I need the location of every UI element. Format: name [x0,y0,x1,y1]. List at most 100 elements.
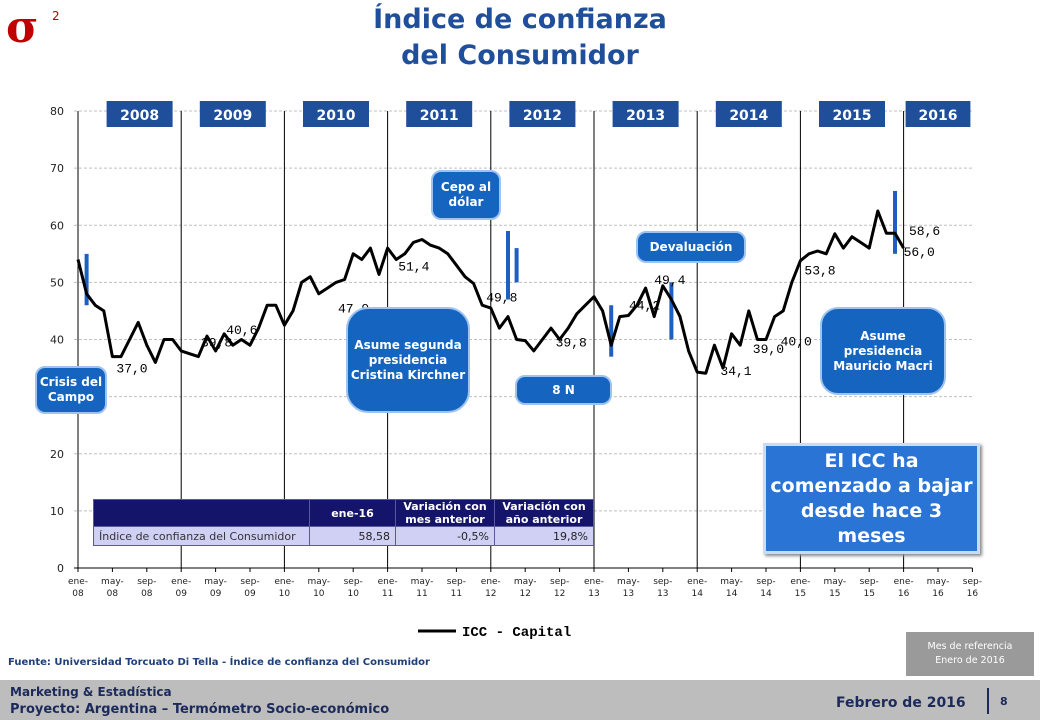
x-tick-label: 09 [244,589,256,599]
data-label: 53,8 [804,264,835,279]
x-tick-label: may- [823,577,846,587]
x-tick-label: may- [307,577,330,587]
table-row-label: Índice de confianza del Consumidor [93,526,310,546]
x-tick-label: ene- [68,577,88,587]
table-header-var-month-l1: Variación con [403,500,487,513]
callout-8n: 8 N [515,375,612,405]
logo-superscript: 2 [52,9,60,23]
footer-project: Proyecto: Argentina – Termómetro Socio-e… [10,702,390,717]
data-label: 37,0 [116,362,147,377]
y-tick-label: 80 [50,105,64,118]
reference-value: Enero de 2016 [935,655,1005,666]
callout-crisis-text: Crisis del Campo [39,375,103,404]
year-label: 2014 [729,108,768,124]
svg-text:σ: σ [6,2,38,52]
x-tick-label: 10 [313,589,325,599]
x-tick-label: may- [411,577,434,587]
source-note: Fuente: Universidad Torcuato Di Tella - … [8,657,430,668]
data-label: 49,4 [654,273,685,288]
x-tick-label: ene- [378,577,398,587]
data-label: 56,0 [904,245,935,260]
table-header-var-year: Variación con año anterior [494,499,594,527]
year-label: 2011 [420,108,459,124]
x-tick-label: 13 [657,589,668,599]
year-bar [819,101,885,127]
callout-cristina-kirchner: Asume segunda presidencia Cristina Kirch… [346,307,470,413]
data-label: 51,4 [398,259,429,274]
x-tick-label: 12 [554,589,565,599]
y-tick-label: 70 [50,162,64,175]
table-header-var-year-l1: Variación con [502,500,586,513]
table-header-month: ene-16 [309,499,396,527]
year-bar [715,101,782,127]
x-tick-label: 16 [967,589,979,599]
y-tick-label: 20 [50,448,64,461]
x-tick-label: sep- [963,577,982,587]
x-tick-label: sep- [344,577,363,587]
event-markers [84,190,897,357]
x-tick-label: 08 [72,589,84,599]
y-tick-label: 50 [50,276,64,289]
data-label: 40,0 [781,335,812,350]
y-tick-label: 40 [50,334,64,347]
data-label: 44,2 [629,299,660,314]
x-tick-label: 14 [760,589,772,599]
y-axis: 01020304050607080 [50,105,79,575]
x-tick-label: 13 [623,589,634,599]
x-tick-label: may- [927,577,950,587]
sigma-logo: σ 2 [6,2,60,52]
x-tick-label: 11 [451,589,462,599]
footer-department: Marketing & Estadística [10,685,172,699]
x-tick-label: may- [514,577,537,587]
year-label: 2016 [919,108,958,124]
grid-lines [74,110,973,569]
x-tick-label: 10 [347,589,359,599]
callout-devaluacion: Devaluación [636,231,746,263]
title-line-2: del Consumidor [401,40,639,71]
table-header-var-month: Variación con mes anterior [395,499,495,527]
x-tick-label: 08 [141,589,153,599]
x-tick-label: 14 [691,589,703,599]
year-bar [612,101,679,127]
footer-separator [987,688,989,714]
x-tick-label: may- [720,577,743,587]
data-label: 40,6 [226,323,257,338]
table-row: Índice de confianza del Consumidor 58,58… [93,526,594,546]
year-bar [509,101,576,127]
x-tick-label: 16 [932,589,944,599]
callout-devaluacion-text: Devaluación [649,239,733,254]
x-tick-label: 13 [588,589,599,599]
year-bar [905,101,971,127]
x-tick-label: 12 [485,589,496,599]
x-tick-label: 09 [175,589,187,599]
x-tick-label: may- [204,577,227,587]
x-tick-label: 15 [863,589,874,599]
table-header-var-month-l2: mes anterior [405,513,485,526]
x-tick-label: 14 [726,589,738,599]
year-label: 2009 [213,108,252,124]
x-tick-label: ene- [481,577,501,587]
x-tick-label: may- [101,577,124,587]
icc-summary-table: ene-16 Variación con mes anterior Variac… [93,499,594,546]
callout-cepo-text: Cepo al dólar [440,180,492,209]
x-tick-label: may- [617,577,640,587]
series-lines [76,209,905,375]
reference-label: Mes de referencia [927,641,1013,652]
x-tick-label: ene- [790,577,810,587]
table-header-blank [93,499,310,527]
x-tick-label: ene- [274,577,294,587]
callout-crisis-del-campo: Crisis del Campo [35,366,107,414]
page-title: Índice de confianza del Consumidor [300,2,740,74]
x-tick-label: 11 [382,589,393,599]
x-tick-label: 08 [107,589,119,599]
year-bars: 2008 2009 2010 2011 2012 2013 2014 2015 2016 [106,101,971,127]
x-tick-label: sep- [550,577,569,587]
year-label: 2008 [120,108,159,124]
data-label: 49,8 [486,291,517,306]
table-value-current: 58,58 [309,526,396,546]
data-labels: 37,039,840,647,951,449,839,844,249,434,1… [116,224,940,379]
x-tick-label: sep- [240,577,259,587]
callout-8n-text: 8 N [552,382,575,397]
y-tick-label: 0 [57,562,64,575]
x-tick-label: ene- [687,577,707,587]
